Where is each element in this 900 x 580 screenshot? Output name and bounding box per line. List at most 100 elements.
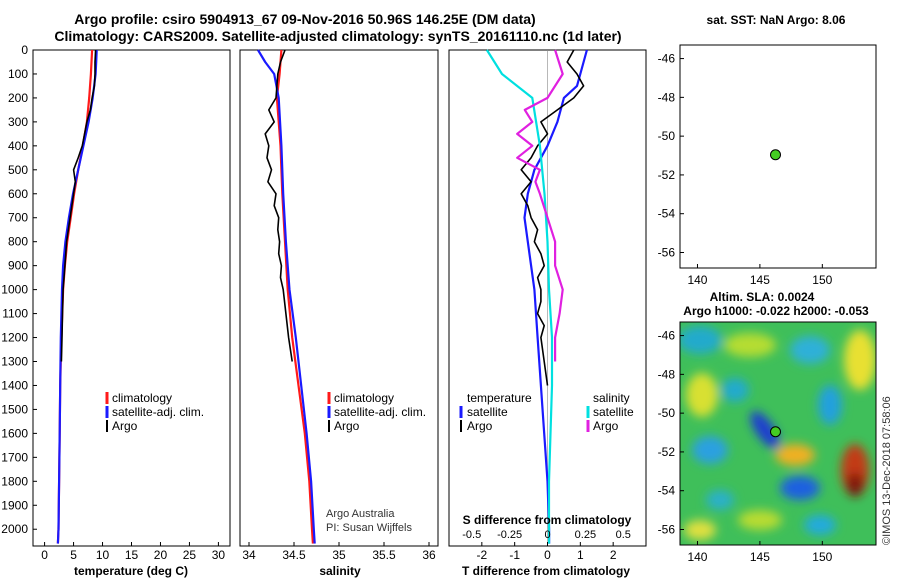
depth-tick-label: 1000 — [1, 283, 28, 297]
temperature-legend: climatology satellite-adj. clim. Argo — [105, 391, 204, 433]
depth-tick-label: 1400 — [1, 378, 28, 392]
series-line-climatology — [275, 49, 314, 544]
sla-argo-position-marker — [770, 426, 782, 438]
sst-map-panel: sat. SST: NaN Argo: 8.06 140 145 150 -46 -48… — [658, 13, 877, 287]
salinity-series — [257, 49, 316, 544]
sla-blob — [750, 411, 780, 449]
depth-tick-label: 1200 — [1, 331, 28, 345]
difference-panel: -2 -1 0 1 2 -0.5 -0.25 0 0.25 0.5 T difference f… — [448, 49, 647, 578]
temperature-series — [56, 49, 98, 544]
map-x-tick-label: 140 — [687, 273, 707, 287]
sla-blob — [738, 510, 782, 530]
x-tick-label: 2 — [610, 548, 617, 562]
s-difference-ticks: -0.5 -0.25 0 0.25 0.5 — [462, 529, 631, 541]
depth-tick-label: 1500 — [1, 402, 28, 416]
depth-tick-label: 1900 — [1, 498, 28, 512]
map-y-tick-label: -52 — [658, 168, 676, 182]
map-x-tick-label: 150 — [812, 273, 832, 287]
s-difference-xlabel: S difference from climatology — [463, 513, 632, 527]
legend-s-satellite-label: satellite — [593, 405, 634, 419]
map-x-tick-label: 145 — [750, 273, 770, 287]
x-tick-label: 34 — [242, 548, 256, 562]
sla-blob — [780, 476, 820, 500]
salinity-legend: climatology satellite-adj. clim. Argo — [327, 391, 426, 433]
sla-title-2: Argo h1000: -0.022 h2000: -0.053 — [683, 304, 869, 318]
s-tick-label: -0.5 — [462, 529, 481, 541]
x-tick-label: 34.5 — [282, 548, 306, 562]
depth-tick-label: 400 — [8, 139, 28, 153]
imos-timestamp: ©IMOS 13-Dec-2018 07:58:06 — [881, 396, 893, 545]
temperature-x-ticks: 0 5 10 15 20 25 30 — [41, 542, 225, 562]
salinity-axes-frame — [239, 49, 439, 547]
depth-tick-label: 1600 — [1, 426, 28, 440]
salinity-panel: 34 34.5 35 35.5 36 salinity climatology sate… — [239, 49, 439, 578]
sla-blob — [847, 473, 863, 497]
x-tick-label: -1 — [509, 548, 520, 562]
legend-climatology-label: climatology — [112, 391, 172, 405]
legend-temperature-heading: temperature — [467, 391, 532, 405]
legend-t-argo-label: Argo — [467, 419, 493, 433]
sla-blob — [790, 336, 830, 364]
sst-axis-ticks: 140 145 150 -46 -48 -50 -52 -54 -56 — [658, 52, 833, 287]
series-line-t-satellite — [523, 49, 588, 544]
x-tick-label: 5 — [70, 548, 77, 562]
t-difference-x-ticks: -2 -1 0 1 2 — [476, 542, 617, 562]
sla-blob — [692, 436, 728, 464]
x-tick-label: 20 — [154, 548, 168, 562]
x-tick-label: 36 — [422, 548, 436, 562]
s-tick-label: 0 — [544, 529, 550, 541]
sla-blob — [680, 326, 722, 354]
depth-tick-label: 900 — [8, 259, 28, 273]
legend-satellite-label: satellite-adj. clim. — [112, 405, 204, 419]
map-y-tick-label: -50 — [658, 129, 676, 143]
depth-tick-label: 1300 — [1, 354, 28, 368]
x-tick-label: 25 — [183, 548, 197, 562]
legend-salinity-heading: salinity — [593, 391, 630, 405]
legend-argo-label: Argo — [334, 419, 360, 433]
depth-tick-label: 300 — [8, 115, 28, 129]
map-x-tick-label: 145 — [750, 550, 770, 564]
salinity-x-ticks: 34 34.5 35 35.5 36 — [242, 542, 436, 562]
map-y-tick-label: -52 — [658, 445, 676, 459]
depth-tick-label: 0 — [21, 43, 28, 57]
series-line-s-satellite — [485, 49, 554, 544]
sla-blob — [706, 490, 734, 510]
legend-s-argo-label: Argo — [593, 419, 619, 433]
legend-satellite-label: satellite-adj. clim. — [334, 405, 426, 419]
map-y-tick-label: -56 — [658, 245, 676, 259]
series-line-argo — [264, 49, 293, 362]
series-line-s-argo — [516, 49, 564, 362]
sla-axis-ticks: 140 145 150 -46 -48 -50 -52 -54 -56 — [658, 329, 833, 564]
series-line-satellite-adj-clim- — [257, 49, 316, 544]
temperature-panel: 0 5 10 15 20 25 30 temperature (deg C) climato… — [32, 49, 231, 578]
map-x-tick-label: 150 — [812, 550, 832, 564]
x-tick-label: 0 — [41, 548, 48, 562]
sla-blob — [775, 444, 815, 466]
depth-tick-label: 700 — [8, 211, 28, 225]
sst-argo-position-marker — [770, 149, 782, 161]
credit-argo-australia: Argo Australia — [326, 508, 395, 520]
s-tick-label: -0.25 — [497, 529, 522, 541]
depth-axis-labels: 0 100 200 300 400 500 600 700 800 900 1000 1100 1200… — [1, 43, 453, 536]
map-y-tick-label: -54 — [658, 484, 676, 498]
credit-pi-name: PI: Susan Wijffels — [326, 522, 412, 534]
sla-map-panel: Altim. SLA: 0.0024 Argo h1000: -0.022 h2… — [658, 290, 877, 564]
x-tick-label: -2 — [476, 548, 487, 562]
difference-series — [485, 49, 588, 544]
sla-axes-frame — [679, 321, 877, 546]
map-y-tick-label: -46 — [658, 52, 676, 66]
sla-blobs — [680, 326, 876, 540]
map-x-tick-label: 140 — [687, 550, 707, 564]
salinity-xlabel: salinity — [319, 564, 361, 578]
sla-blob — [804, 515, 836, 535]
map-y-tick-label: -48 — [658, 90, 676, 104]
s-tick-label: 0.25 — [575, 529, 596, 541]
depth-tick-label: 200 — [8, 91, 28, 105]
depth-tick-label: 2000 — [1, 522, 28, 536]
depth-tick-label: 1700 — [1, 450, 28, 464]
depth-tick-label: 500 — [8, 163, 28, 177]
temperature-axes-frame — [32, 49, 231, 547]
map-y-tick-label: -56 — [658, 522, 676, 536]
x-tick-label: 1 — [577, 548, 584, 562]
map-y-tick-label: -50 — [658, 406, 676, 420]
